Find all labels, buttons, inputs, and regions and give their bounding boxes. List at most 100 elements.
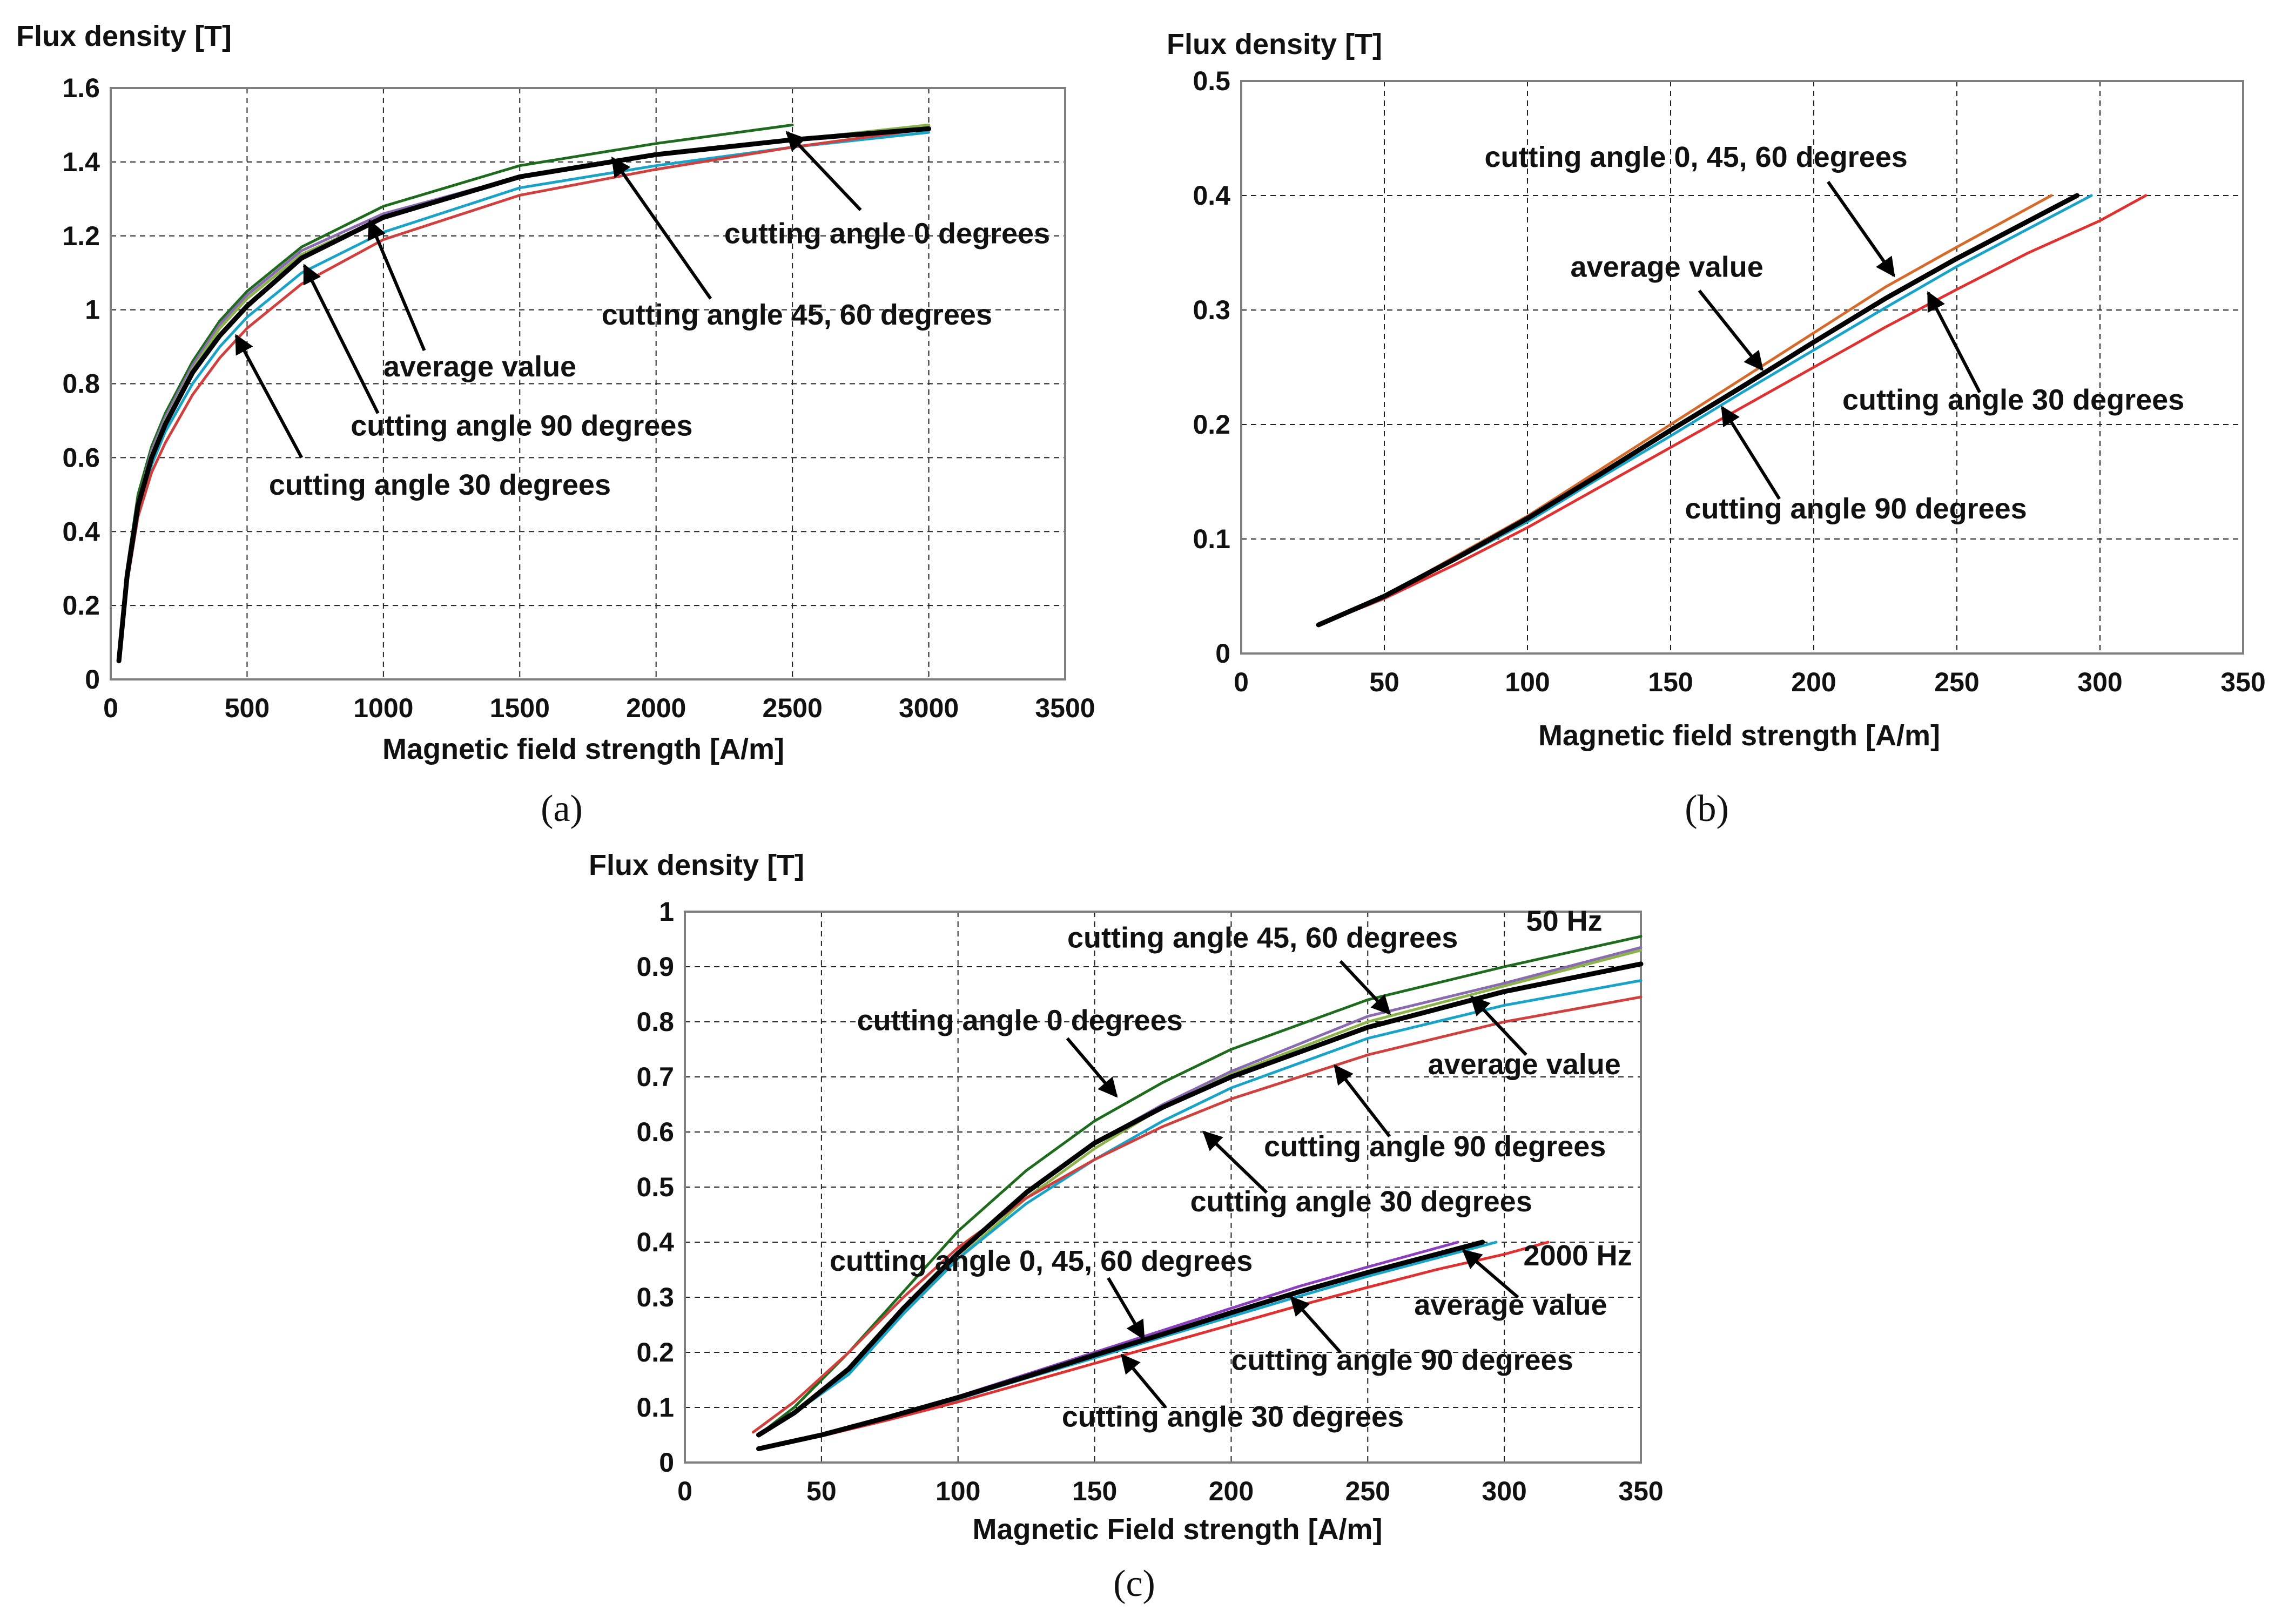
y-tick-label: 0.9 bbox=[636, 952, 674, 982]
y-tick-label: 0.6 bbox=[636, 1117, 674, 1147]
annotation-label: cutting angle 90 degrees bbox=[1264, 1130, 1606, 1163]
y-tick-label: 0.4 bbox=[636, 1227, 674, 1257]
y-axis-label: Flux density [T] bbox=[589, 849, 804, 881]
panel-caption: (a) bbox=[541, 788, 583, 830]
y-tick-label: 0.5 bbox=[1193, 66, 1230, 96]
x-tick-label: 0 bbox=[1234, 667, 1249, 697]
series-line-9 bbox=[756, 1239, 1485, 1451]
annotation-arrow bbox=[234, 334, 304, 459]
annotation-arrow bbox=[1698, 289, 1764, 372]
annotation-label: cutting angle 30 degrees bbox=[1062, 1401, 1404, 1433]
x-tick-label: 2500 bbox=[763, 693, 823, 723]
annotation-arrow bbox=[1202, 1130, 1268, 1194]
series-line-0 bbox=[117, 123, 794, 663]
series-line-3 bbox=[117, 131, 931, 663]
y-tick-label: 0.5 bbox=[636, 1172, 674, 1202]
x-tick-label: 350 bbox=[2220, 667, 2265, 697]
annotation-arrow bbox=[1120, 1353, 1167, 1409]
annotation-label: cutting angle 30 degrees bbox=[1842, 383, 2184, 416]
annotation-arrow bbox=[1107, 1277, 1146, 1340]
x-tick-label: 250 bbox=[1934, 667, 1979, 697]
y-tick-label: 0.2 bbox=[1193, 409, 1230, 440]
annotation-arrow bbox=[1339, 960, 1391, 1015]
y-tick-label: 0.2 bbox=[636, 1337, 674, 1367]
annotation-arrow bbox=[367, 219, 426, 352]
x-axis-label: Magnetic field strength [A/m] bbox=[1538, 719, 1940, 752]
annotation-label: cutting angle 90 degrees bbox=[1685, 493, 2027, 525]
y-tick-label: 0.2 bbox=[62, 590, 100, 621]
chart-panel-b: Flux density [T] Magnetic field strength… bbox=[1167, 28, 2266, 830]
series-line-2 bbox=[117, 123, 931, 663]
annotation-label: cutting angle 90 degrees bbox=[351, 409, 692, 442]
chart-panel-a: Flux density [T] Magnetic field strength… bbox=[16, 20, 1095, 830]
y-tick-label: 0.1 bbox=[1193, 524, 1230, 554]
x-tick-label: 0 bbox=[103, 693, 118, 723]
series-line-3 bbox=[757, 979, 1643, 1437]
x-tick-label: 0 bbox=[677, 1476, 692, 1506]
x-tick-label: 3500 bbox=[1035, 693, 1095, 723]
annotation-arrow bbox=[1334, 1064, 1391, 1137]
x-tick-label: 100 bbox=[1505, 667, 1550, 697]
chart-panel-c: Flux density [T] Magnetic Field strength… bbox=[589, 849, 1664, 1605]
y-axis-label: Flux density [T] bbox=[1167, 28, 1382, 60]
x-tick-label: 250 bbox=[1345, 1476, 1390, 1506]
annotation-arrow bbox=[302, 264, 380, 414]
annotation-label: 50 Hz bbox=[1526, 905, 1603, 938]
panel-caption: (b) bbox=[1685, 788, 1729, 830]
annotation-arrow bbox=[611, 157, 712, 300]
y-tick-label: 0.7 bbox=[636, 1062, 674, 1092]
series-line-8 bbox=[757, 1241, 1550, 1450]
series-line-5 bbox=[116, 126, 932, 664]
annotation-label: 2000 Hz bbox=[1524, 1239, 1632, 1272]
y-tick-label: 1.6 bbox=[62, 73, 100, 103]
series-line-5 bbox=[756, 961, 1644, 1438]
annotation-label: cutting angle 0 degrees bbox=[857, 1004, 1183, 1036]
panel-caption: (c) bbox=[1113, 1563, 1155, 1605]
annotation-label: cutting angle 0, 45, 60 degrees bbox=[830, 1245, 1253, 1277]
y-tick-label: 0 bbox=[1215, 638, 1230, 669]
plot-frame bbox=[684, 911, 1642, 1464]
y-tick-label: 0 bbox=[659, 1447, 674, 1478]
y-tick-label: 0.4 bbox=[62, 516, 100, 547]
y-tick-label: 0.3 bbox=[1193, 295, 1230, 325]
series-line-4 bbox=[751, 995, 1643, 1434]
x-tick-label: 50 bbox=[1369, 667, 1399, 697]
x-tick-label: 1000 bbox=[353, 693, 413, 723]
annotation-label: cutting angle 0 degrees bbox=[724, 217, 1050, 250]
x-tick-label: 350 bbox=[1618, 1476, 1663, 1506]
annotation-arrow bbox=[1470, 995, 1527, 1056]
annotation-label: cutting angle 90 degrees bbox=[1231, 1344, 1573, 1377]
y-axis-label: Flux density [T] bbox=[16, 20, 232, 52]
y-tick-label: 0 bbox=[85, 664, 100, 695]
y-tick-label: 1.4 bbox=[62, 147, 100, 177]
y-tick-label: 1 bbox=[85, 295, 100, 325]
annotation-arrow bbox=[1720, 406, 1781, 500]
x-axis-label: Magnetic Field strength [A/m] bbox=[972, 1513, 1382, 1546]
x-tick-label: 2000 bbox=[626, 693, 686, 723]
annotation-label: average value bbox=[1414, 1289, 1607, 1322]
plot-frame bbox=[1240, 80, 2244, 655]
annotation-label: cutting angle 45, 60 degrees bbox=[1067, 921, 1458, 954]
x-tick-label: 300 bbox=[2077, 667, 2122, 697]
annotation-arrow bbox=[1927, 291, 1982, 394]
annotation-label: cutting angle 45, 60 degrees bbox=[602, 299, 992, 331]
annotation-label: cutting angle 30 degrees bbox=[269, 469, 611, 501]
series-line-4 bbox=[117, 127, 931, 663]
y-tick-label: 0.3 bbox=[636, 1282, 674, 1312]
y-tick-label: 0.4 bbox=[1193, 180, 1230, 211]
y-tick-label: 1.2 bbox=[62, 221, 100, 251]
x-tick-label: 200 bbox=[1209, 1476, 1254, 1506]
x-tick-label: 100 bbox=[935, 1476, 980, 1506]
annotation-arrow bbox=[1462, 1249, 1519, 1299]
plot-frame bbox=[110, 87, 1066, 680]
annotation-label: average value bbox=[1428, 1048, 1621, 1081]
series-line-2 bbox=[1317, 194, 2148, 626]
x-tick-label: 3000 bbox=[899, 693, 959, 723]
annotation-arrow bbox=[1290, 1296, 1342, 1353]
x-tick-label: 300 bbox=[1482, 1476, 1526, 1506]
annotation-label: average value bbox=[383, 351, 576, 383]
y-tick-label: 0.8 bbox=[62, 369, 100, 399]
x-axis-label: Magnetic field strength [A/m] bbox=[382, 733, 784, 765]
y-tick-label: 1 bbox=[659, 897, 674, 927]
